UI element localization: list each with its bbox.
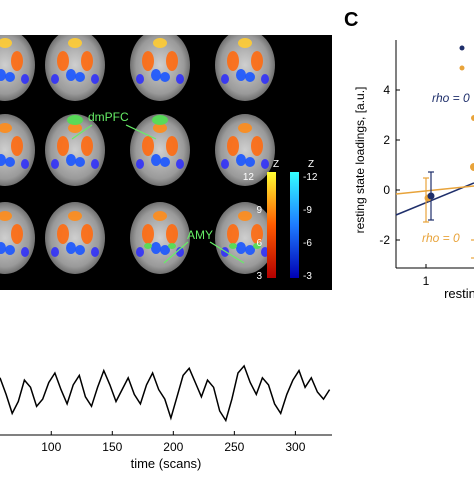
ts-x-tick-label: 100 (41, 440, 61, 454)
regression-line-orange (395, 185, 474, 195)
amy-arrow-right (209, 241, 245, 264)
scatter-panel: C 4 2 0 -2 resting state loadings, [a.u.… (340, 0, 474, 301)
legend-marker-orange (459, 65, 465, 71)
brain-slice (45, 29, 105, 101)
ts-x-tick-label: 200 (163, 440, 183, 454)
brain-slice (0, 29, 35, 101)
brain-slice (215, 29, 275, 101)
rho-orange-label: rho = 0 (422, 231, 460, 245)
colorbar-neg-tick: -6 (303, 238, 312, 249)
brain-slice (130, 29, 190, 101)
colorbar-neg-tick: -12 (303, 172, 318, 183)
brain-slice (215, 202, 275, 274)
legend-marker-blue (459, 45, 465, 51)
colorbar-pos-tick: 9 (256, 205, 262, 216)
scatter-point-orange (471, 115, 474, 121)
amy-arrow-left (163, 241, 189, 264)
brain-montage: dmPFC AMY Z 12 9 6 3 Z -12 -9 -6 -3 (0, 29, 318, 282)
dmpfc-arrow-left (71, 124, 93, 140)
brain-slice (215, 114, 275, 186)
colorbar-neg-tick: -3 (303, 271, 312, 282)
brain-montage-panel: dmPFC AMY Z 12 9 6 3 Z -12 -9 -6 -3 (0, 29, 332, 290)
scatter-point-orange (470, 163, 474, 171)
x-tick-label: 1 (423, 274, 430, 288)
ts-x-tick-label: 250 (224, 440, 244, 454)
series-line (0, 364, 331, 423)
ts-x-tick-label: 300 (285, 440, 305, 454)
scatter-point-blue (427, 192, 435, 200)
x-axis-label: restin (444, 286, 474, 300)
timeseries-panel: 100 150 200 250 300 time (scans) (0, 350, 340, 474)
y-tick-label: -2 (379, 233, 390, 247)
colorbar-pos-tick: 12 (243, 172, 255, 183)
y-tick-label: 0 (383, 183, 390, 197)
panel-letter: C (344, 9, 358, 31)
colorbar-negative (290, 172, 299, 278)
rho-blue-label: rho = 0 (432, 91, 470, 105)
colorbar-pos-tick: 3 (256, 271, 262, 282)
brain-slice (0, 114, 35, 186)
scatter-plot: C 4 2 0 -2 resting state loadings, [a.u.… (344, 9, 474, 301)
brain-slice (0, 202, 35, 274)
dmpfc-arrow-right (125, 124, 157, 140)
ts-x-axis-label: time (scans) (131, 456, 202, 471)
colorbar-pos-label: Z (273, 159, 279, 170)
brain-slice (130, 202, 190, 274)
y-tick-label: 2 (383, 133, 390, 147)
colorbar-neg-tick: -9 (303, 205, 312, 216)
colorbar-positive (267, 172, 276, 278)
dmpfc-label: dmPFC (88, 110, 129, 124)
y-axis-label: resting state loadings, [a.u.] (353, 87, 367, 234)
regression-line-blue (395, 182, 474, 216)
brain-slice (45, 114, 105, 186)
brain-slice (45, 202, 105, 274)
ts-x-tick-label: 150 (102, 440, 122, 454)
brain-slice (130, 114, 190, 186)
colorbar-neg-label: Z (308, 159, 314, 170)
y-tick-label: 4 (383, 83, 390, 97)
amy-label: AMY (187, 228, 213, 242)
colorbar-pos-tick: 6 (256, 238, 262, 249)
timeseries-chart: 100 150 200 250 300 time (scans) (0, 364, 332, 471)
